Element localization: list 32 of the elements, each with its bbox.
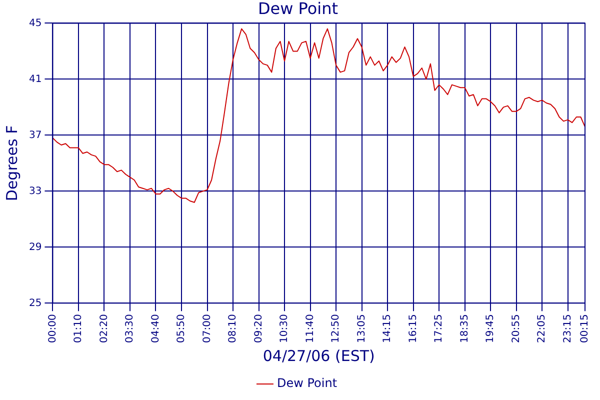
x-tick-label: 01:10 [73,314,84,344]
legend-label: Dew Point [276,376,338,390]
x-tick-label: 00:00 [47,314,58,344]
x-tick-label: 08:10 [228,314,239,344]
x-tick-label: 07:00 [202,314,213,344]
x-tick-label: 00:15 [580,314,591,344]
y-tick-label: 29 [28,242,42,253]
x-tick-label: 10:30 [279,314,290,344]
x-tick-label: 16:15 [408,314,419,344]
x-tick-label: 20:55 [510,314,522,344]
y-tick-label: 33 [28,186,42,197]
x-tick-label: 12:50 [330,314,342,344]
x-tick-label: 04:40 [150,314,162,344]
x-axis-title: 04/27/06 (EST) [262,346,375,365]
x-tick-label: 18:35 [459,314,470,344]
y-tick-label: 45 [28,18,42,29]
x-tick-label: 14:15 [382,314,394,344]
x-tick-label: 11:40 [304,314,316,344]
x-tick-label: 09:20 [253,314,264,344]
x-tick-label: 23:15 [562,314,574,344]
x-tick-label: 19:45 [485,314,496,344]
x-tick-label: 22:05 [536,314,548,344]
y-tick-label: 41 [28,74,42,85]
y-axis-title: Degrees F [2,125,21,202]
y-tick-label: 25 [28,298,42,309]
chart-title: Dew Point [258,0,338,18]
x-tick-label: 02:20 [98,314,110,344]
x-tick-label: 03:30 [124,314,136,344]
x-tick-label: 13:05 [356,314,368,344]
x-tick-label: 17:25 [434,314,445,344]
y-tick-label: 37 [28,130,42,141]
x-tick-label: 05:50 [176,314,188,344]
